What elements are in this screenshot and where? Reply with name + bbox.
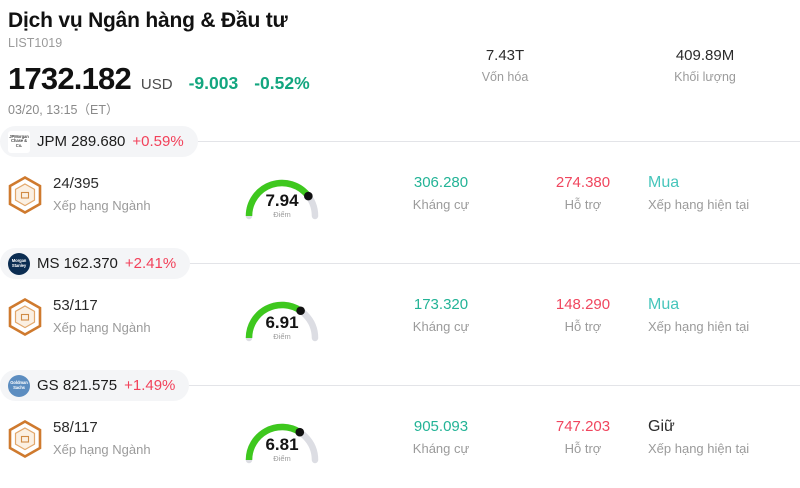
industry-rank-cell: 58/117 Xếp hạng Ngành xyxy=(8,418,151,459)
stat-volume: 409.89M Khối lượng xyxy=(610,46,800,86)
ticker-price: 162.370 xyxy=(63,254,118,272)
row-divider xyxy=(0,385,800,386)
ticker-change-percent: +2.41% xyxy=(124,254,177,272)
industry-rank-cell: 24/395 Xếp hạng Ngành xyxy=(8,174,151,215)
support-label: Hỗ trợ xyxy=(564,197,602,212)
industry-rank-cell: 53/117 Xếp hạng Ngành xyxy=(8,296,151,337)
rating-cell: Mua Xếp hạng hiện tại xyxy=(648,294,800,336)
quote-summary: 1732.182 USD -9.003 -0.52% xyxy=(8,61,800,97)
ticker-change-percent: +1.49% xyxy=(124,376,176,394)
ticker-symbol: GS xyxy=(37,376,59,394)
score-value: 6.81 xyxy=(265,435,299,454)
score-label: Điểm xyxy=(273,332,291,341)
score-value: 6.91 xyxy=(265,313,299,332)
support-cell: 747.203 Hỗ trợ xyxy=(508,416,658,458)
resistance-value: 905.093 xyxy=(413,418,469,435)
change-percent: -0.52% xyxy=(254,73,310,93)
stock-row-body: 58/117 Xếp hạng Ngành 6.81 Điểm 905.093 … xyxy=(0,404,800,488)
industry-rank-value: 53/117 xyxy=(53,297,98,314)
stock-row[interactable]: JPMorgan Chase & Co. JPM 289.680 +0.59% … xyxy=(0,126,800,248)
stock-row-body: 53/117 Xếp hạng Ngành 6.91 Điểm 173.320 … xyxy=(0,282,800,370)
header-stats: 7.43T Vốn hóa 409.89M Khối lượng xyxy=(410,46,800,86)
ticker-chip[interactable]: JPMorgan Chase & Co. JPM 289.680 +0.59% xyxy=(0,126,198,157)
row-divider xyxy=(0,141,800,142)
score-label: Điểm xyxy=(273,210,291,219)
quote-timestamp: 03/20, 13:15（ET） xyxy=(8,103,119,117)
change-absolute: -9.003 xyxy=(188,73,239,93)
score-gauge: 6.81 Điểm xyxy=(238,410,326,468)
score-gauge: 6.91 Điểm xyxy=(238,288,326,346)
resistance-value: 306.280 xyxy=(413,174,469,191)
shield-badge-icon xyxy=(8,297,42,336)
ticker-and-price: JPM 289.680 xyxy=(37,132,125,152)
support-value: 747.203 xyxy=(555,418,611,435)
stock-row[interactable]: Morgan Stanley MS 162.370 +2.41% 53/117 … xyxy=(0,248,800,370)
rating-label: Xếp hạng hiện tại xyxy=(648,319,750,334)
support-cell: 274.380 Hỗ trợ xyxy=(508,172,658,214)
ticker-chip[interactable]: Morgan Stanley MS 162.370 +2.41% xyxy=(0,248,191,279)
support-cell: 148.290 Hỗ trợ xyxy=(508,294,658,336)
company-logo-icon: Morgan Stanley xyxy=(8,252,30,275)
stat-value: 409.89M xyxy=(675,47,735,64)
resistance-label: Kháng cự xyxy=(412,319,470,334)
rating-value: Giữ xyxy=(648,418,675,435)
industry-rank-value: 58/117 xyxy=(53,419,98,436)
resistance-cell: 306.280 Kháng cự xyxy=(366,172,516,214)
ticker-symbol: JPM xyxy=(37,132,67,150)
ticker-chip[interactable]: Goldman Sachs GS 821.575 +1.49% xyxy=(0,370,190,401)
shield-badge-icon xyxy=(8,419,42,458)
ticker-and-price: GS 821.575 xyxy=(37,376,117,396)
support-value: 274.380 xyxy=(555,174,611,191)
ticker-price: 821.575 xyxy=(62,376,118,394)
ticker-and-price: MS 162.370 xyxy=(37,254,118,274)
currency-code: USD xyxy=(140,76,173,93)
list-id: LIST1019 xyxy=(8,36,63,50)
rating-label: Xếp hạng hiện tại xyxy=(648,441,750,456)
resistance-cell: 173.320 Kháng cự xyxy=(366,294,516,336)
industry-rank-label: Xếp hạng Ngành xyxy=(53,320,151,335)
rating-value: Mua xyxy=(648,296,680,313)
rating-value: Mua xyxy=(648,174,680,191)
stat-label: Vốn hóa xyxy=(481,70,529,84)
stat-label: Khối lượng xyxy=(674,70,736,84)
support-label: Hỗ trợ xyxy=(564,441,602,456)
resistance-cell: 905.093 Kháng cự xyxy=(366,416,516,458)
ticker-price: 289.680 xyxy=(71,132,126,150)
index-price: 1732.182 xyxy=(8,61,132,96)
resistance-label: Kháng cự xyxy=(412,441,470,456)
page-title: Dịch vụ Ngân hàng & Đầu tư xyxy=(8,9,288,32)
rating-cell: Giữ Xếp hạng hiện tại xyxy=(648,416,800,458)
stock-row-body: 24/395 Xếp hạng Ngành 7.94 Điểm 306.280 … xyxy=(0,160,800,248)
ticker-chip-line: JPMorgan Chase & Co. JPM 289.680 +0.59% xyxy=(0,126,800,160)
resistance-value: 173.320 xyxy=(413,296,469,313)
ticker-chip-line: Morgan Stanley MS 162.370 +2.41% xyxy=(0,248,800,282)
industry-rank-value: 24/395 xyxy=(53,175,99,192)
rating-label: Xếp hạng hiện tại xyxy=(648,197,750,212)
ticker-change-percent: +0.59% xyxy=(132,132,184,150)
company-logo-icon: Goldman Sachs xyxy=(8,374,30,397)
stat-market-cap: 7.43T Vốn hóa xyxy=(410,46,600,86)
score-label: Điểm xyxy=(273,454,291,463)
industry-rank-label: Xếp hạng Ngành xyxy=(53,442,151,457)
stock-row[interactable]: Goldman Sachs GS 821.575 +1.49% 58/117 X… xyxy=(0,370,800,488)
resistance-label: Kháng cự xyxy=(412,197,470,212)
ticker-chip-line: Goldman Sachs GS 821.575 +1.49% xyxy=(0,370,800,404)
score-value: 7.94 xyxy=(265,191,299,210)
industry-rank-label: Xếp hạng Ngành xyxy=(53,198,151,213)
rating-cell: Mua Xếp hạng hiện tại xyxy=(648,172,800,214)
page-header: Dịch vụ Ngân hàng & Đầu tư LIST1019 1732… xyxy=(0,0,800,119)
stock-rows: JPMorgan Chase & Co. JPM 289.680 +0.59% … xyxy=(0,126,800,488)
stat-value: 7.43T xyxy=(485,47,525,64)
company-logo-icon: JPMorgan Chase & Co. xyxy=(8,130,30,153)
shield-badge-icon xyxy=(8,175,42,214)
score-gauge: 7.94 Điểm xyxy=(238,166,326,224)
row-divider xyxy=(0,263,800,264)
ticker-symbol: MS xyxy=(37,254,60,272)
support-label: Hỗ trợ xyxy=(564,319,602,334)
support-value: 148.290 xyxy=(555,296,611,313)
